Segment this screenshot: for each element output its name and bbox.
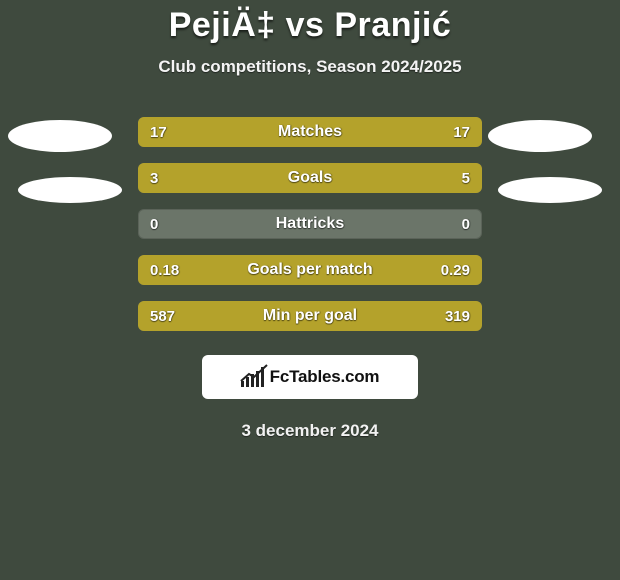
comparison-row: Goals per match0.180.29: [138, 255, 482, 285]
page-subtitle: Club competitions, Season 2024/2025: [158, 57, 461, 77]
source-logo-text: FcTables.com: [270, 367, 380, 387]
bar-left-fill: [138, 163, 267, 193]
page-title: PejiÄ‡ vs Pranjić: [169, 6, 452, 45]
decorative-ellipse: [498, 177, 602, 203]
barchart-icon: [241, 367, 264, 387]
bar-right-fill: [270, 255, 482, 285]
bar-right-value: 0: [450, 209, 482, 239]
bar-right-fill: [310, 117, 482, 147]
bar-left-fill: [138, 255, 270, 285]
comparison-row: Matches1717: [138, 117, 482, 147]
comparison-row: Goals35: [138, 163, 482, 193]
main-container: PejiÄ‡ vs Pranjić Club competitions, Sea…: [0, 0, 620, 580]
comparison-row: Min per goal587319: [138, 301, 482, 331]
decorative-ellipse: [488, 120, 592, 152]
decorative-ellipse: [8, 120, 112, 152]
decorative-ellipse: [18, 177, 122, 203]
bar-left-fill: [138, 117, 310, 147]
footer-date: 3 december 2024: [241, 421, 378, 441]
bar-left-value: 0: [138, 209, 170, 239]
bar-metric-label: Hattricks: [138, 209, 482, 239]
bar-right-fill: [267, 163, 482, 193]
comparison-row: Hattricks0 0: [138, 209, 482, 239]
bar-left-fill: [138, 301, 259, 331]
bar-right-fill: [259, 301, 482, 331]
source-logo: FcTables.com: [202, 355, 418, 399]
